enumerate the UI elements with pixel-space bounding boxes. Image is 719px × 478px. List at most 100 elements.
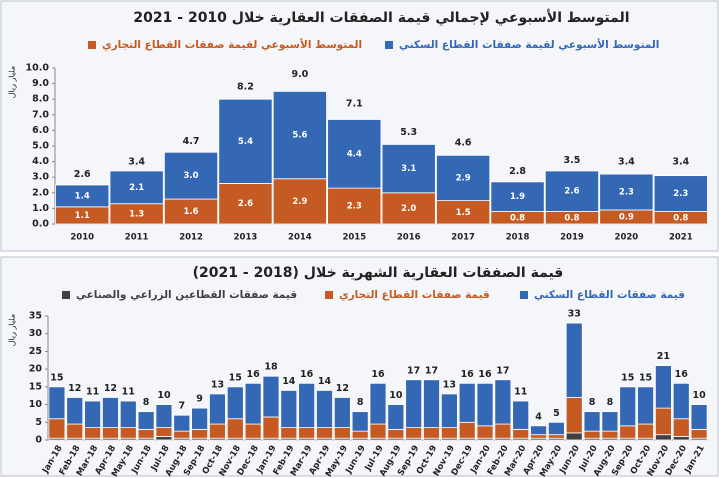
bar-segment <box>66 397 84 425</box>
y-tick-label: 35 <box>29 311 42 322</box>
bar-segment <box>601 430 619 439</box>
bar-segment <box>173 430 191 439</box>
x-tick-label: 2014 <box>288 233 312 243</box>
bar-segment <box>155 427 173 437</box>
y-tick-label: 10.0 <box>26 63 50 74</box>
bar-segment <box>654 434 672 441</box>
bar-total-label: 15 <box>621 372 634 383</box>
y-tick-label: 1.0 <box>32 203 49 214</box>
bar-segment <box>490 181 545 212</box>
y-tick-label: 9.0 <box>32 78 49 89</box>
bar-total-label: 7.1 <box>346 99 363 110</box>
bar-total-label: 14 <box>282 376 296 387</box>
bar-segment <box>66 423 84 439</box>
bar-segment <box>155 404 173 429</box>
bar-segment <box>387 428 405 439</box>
bar-total-label: 8 <box>589 397 596 408</box>
y-axis-label: مليار ريال <box>8 314 17 347</box>
bar-value-label: 1.9 <box>510 192 525 202</box>
legend-swatch <box>88 41 96 49</box>
bar-total-label: 9.0 <box>291 69 308 80</box>
y-tick-label: 8.0 <box>32 94 49 105</box>
bar-value-label: 2.0 <box>401 204 416 214</box>
bar-segment <box>137 428 155 439</box>
bar-total-label: 15 <box>50 372 63 383</box>
bar-total-label: 15 <box>229 372 242 383</box>
bar-segment <box>351 430 369 439</box>
bar-segment <box>458 421 476 439</box>
bar-value-label: 1.1 <box>75 211 90 221</box>
bar-segment <box>565 432 583 441</box>
chart-title: قيمة الصفقات العقارية الشهرية خلال (2018… <box>193 265 564 281</box>
bar-value-label: 0.8 <box>564 213 579 223</box>
y-tick-label: 6.0 <box>32 125 49 136</box>
y-tick-label: 15 <box>29 381 42 392</box>
bar-segment <box>218 183 273 225</box>
bar-segment <box>583 430 601 439</box>
bar-segment <box>672 418 690 437</box>
bar-total-label: 16 <box>247 369 261 380</box>
bar-segment <box>102 397 119 429</box>
bar-value-label: 2.3 <box>673 189 688 199</box>
bar-total-label: 3.4 <box>618 156 635 167</box>
bar-segment <box>262 416 280 439</box>
x-tick-label: 2021 <box>669 233 693 243</box>
bar-total-label: 8.2 <box>237 82 254 93</box>
x-tick-label: 2013 <box>234 233 258 243</box>
bar-segment <box>316 427 333 439</box>
bar-segment <box>547 421 565 436</box>
bar-segment <box>530 434 547 439</box>
bar-segment <box>244 423 262 439</box>
bar-segment <box>209 393 226 425</box>
bar-value-label: 2.6 <box>564 187 579 197</box>
y-tick-label: 20 <box>29 364 43 375</box>
bar-segment <box>405 379 423 428</box>
bar-total-label: 11 <box>122 387 135 398</box>
x-tick-label: 2012 <box>179 233 203 243</box>
bar-total-label: 16 <box>461 369 475 380</box>
bar-segment <box>333 427 351 439</box>
bar-total-label: 16 <box>478 369 492 380</box>
bar-segment <box>137 411 155 430</box>
y-tick-label: 4.0 <box>32 156 49 167</box>
bar-segment <box>381 192 436 225</box>
bar-value-label: 0.8 <box>510 213 525 223</box>
bar-total-label: 16 <box>300 369 314 380</box>
bar-total-label: 9 <box>196 394 203 405</box>
bar-segment <box>119 427 137 439</box>
bar-total-label: 11 <box>514 387 527 398</box>
bar-segment <box>369 423 387 439</box>
bar-total-label: 8 <box>357 397 364 408</box>
bar-value-label: 3.0 <box>184 171 199 181</box>
y-tick-label: 7.0 <box>32 109 49 120</box>
bar-total-label: 7 <box>178 401 185 412</box>
bar-segment <box>351 411 369 432</box>
bar-total-label: 10 <box>157 390 171 401</box>
bar-segment <box>218 98 273 184</box>
bar-segment <box>530 425 547 436</box>
bar-total-label: 3.4 <box>672 156 689 167</box>
bar-total-label: 2.6 <box>74 169 91 180</box>
bar-segment <box>102 427 119 439</box>
y-tick-label: 5.0 <box>32 141 49 152</box>
bar-segment <box>191 407 209 430</box>
bar-segment <box>84 427 102 439</box>
y-tick-label: 2.0 <box>32 187 49 198</box>
bar-segment <box>280 389 298 428</box>
bar-total-label: 17 <box>496 365 509 376</box>
bar-segment <box>84 400 102 428</box>
bar-segment <box>272 91 327 180</box>
bar-total-label: 2.8 <box>509 166 526 177</box>
bar-total-label: 17 <box>425 365 438 376</box>
bar-segment <box>381 144 436 194</box>
bar-segment <box>226 386 244 420</box>
y-tick-label: 0 <box>35 435 42 446</box>
bar-segment <box>387 404 405 430</box>
bar-segment <box>637 423 654 439</box>
y-tick-label: 5 <box>35 417 42 428</box>
bar-value-label: 2.1 <box>129 183 144 193</box>
bar-value-label: 2.9 <box>456 173 471 183</box>
bar-total-label: 8 <box>143 397 150 408</box>
bar-segment <box>512 400 530 430</box>
